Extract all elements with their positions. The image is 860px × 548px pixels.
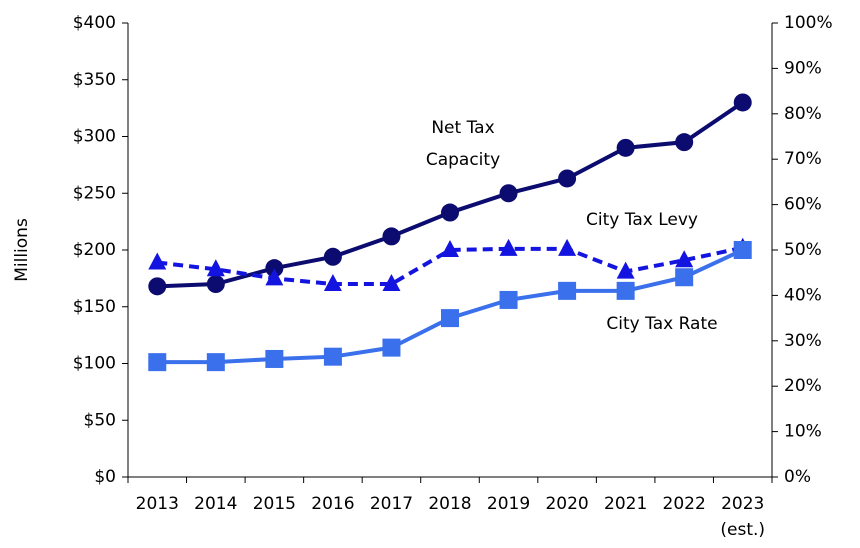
marker — [616, 261, 635, 279]
y-tick-label: $250 — [73, 183, 116, 203]
marker — [206, 353, 225, 372]
marker — [441, 240, 459, 257]
marker — [206, 275, 225, 294]
x-tick-label: 2023 (est.) — [720, 494, 765, 540]
x-tick-label: 2013 — [136, 494, 179, 514]
x-tick-label: 2014 — [194, 494, 237, 514]
y2-tick-label: 50% — [784, 240, 822, 260]
x-tick-label: 2018 — [428, 494, 471, 514]
marker — [441, 203, 459, 222]
y-tick-label: $400 — [73, 13, 116, 33]
marker — [499, 290, 518, 309]
series-label: City Tax Rate — [606, 314, 717, 334]
marker — [323, 247, 342, 266]
y-tick-label: $0 — [94, 467, 116, 487]
y2-tick-label: 20% — [784, 376, 822, 396]
y2-tick-label: 60% — [784, 195, 822, 215]
x-tick-label: 2016 — [311, 494, 354, 514]
marker — [616, 138, 635, 157]
y-tick-label: $300 — [73, 127, 116, 147]
marker — [323, 274, 342, 292]
marker — [265, 259, 284, 278]
y-tick-label: $50 — [84, 410, 116, 430]
marker — [499, 238, 518, 256]
y2-tick-label: 0% — [784, 467, 811, 487]
marker — [148, 252, 167, 270]
x-tick-label: 2017 — [370, 494, 413, 514]
y-tick-label: $150 — [73, 297, 116, 317]
y2-tick-label: 10% — [784, 422, 822, 442]
y2-tick-label: 100% — [784, 13, 833, 33]
y2-tick-label: 40% — [784, 285, 822, 305]
marker — [733, 241, 752, 259]
marker — [323, 347, 342, 366]
y2-tick-label: 70% — [784, 149, 822, 169]
marker — [558, 169, 577, 188]
marker — [441, 309, 459, 328]
y-axis-label: Millions — [12, 218, 32, 282]
marker — [206, 259, 225, 277]
series-line — [157, 245, 744, 287]
y-tick-label: $100 — [73, 354, 116, 374]
marker — [148, 353, 167, 372]
marker — [558, 238, 577, 256]
marker — [382, 274, 401, 292]
marker — [675, 268, 694, 287]
marker — [148, 277, 167, 296]
marker — [616, 281, 635, 300]
y-tick-label: $200 — [73, 240, 116, 260]
x-tick-label: 2019 — [487, 494, 530, 514]
marker — [675, 250, 694, 268]
y2-tick-label: 80% — [784, 104, 822, 124]
marker — [265, 268, 284, 286]
marker — [382, 338, 401, 357]
y2-tick-label: 90% — [784, 58, 822, 78]
marker — [675, 133, 694, 152]
marker — [733, 93, 752, 112]
marker — [265, 349, 284, 368]
x-tick-label: 2022 — [663, 494, 706, 514]
x-tick-label: 2015 — [253, 494, 296, 514]
x-tick-label: 2020 — [545, 494, 588, 514]
marker — [558, 281, 577, 300]
x-tick-label: 2021 — [604, 494, 647, 514]
y-tick-label: $350 — [73, 70, 116, 90]
y2-tick-label: 30% — [784, 331, 822, 351]
marker — [382, 227, 401, 246]
series-label: City Tax Levy — [586, 210, 698, 230]
marker — [499, 184, 518, 203]
series-label: Net Tax Capacity — [426, 118, 500, 170]
